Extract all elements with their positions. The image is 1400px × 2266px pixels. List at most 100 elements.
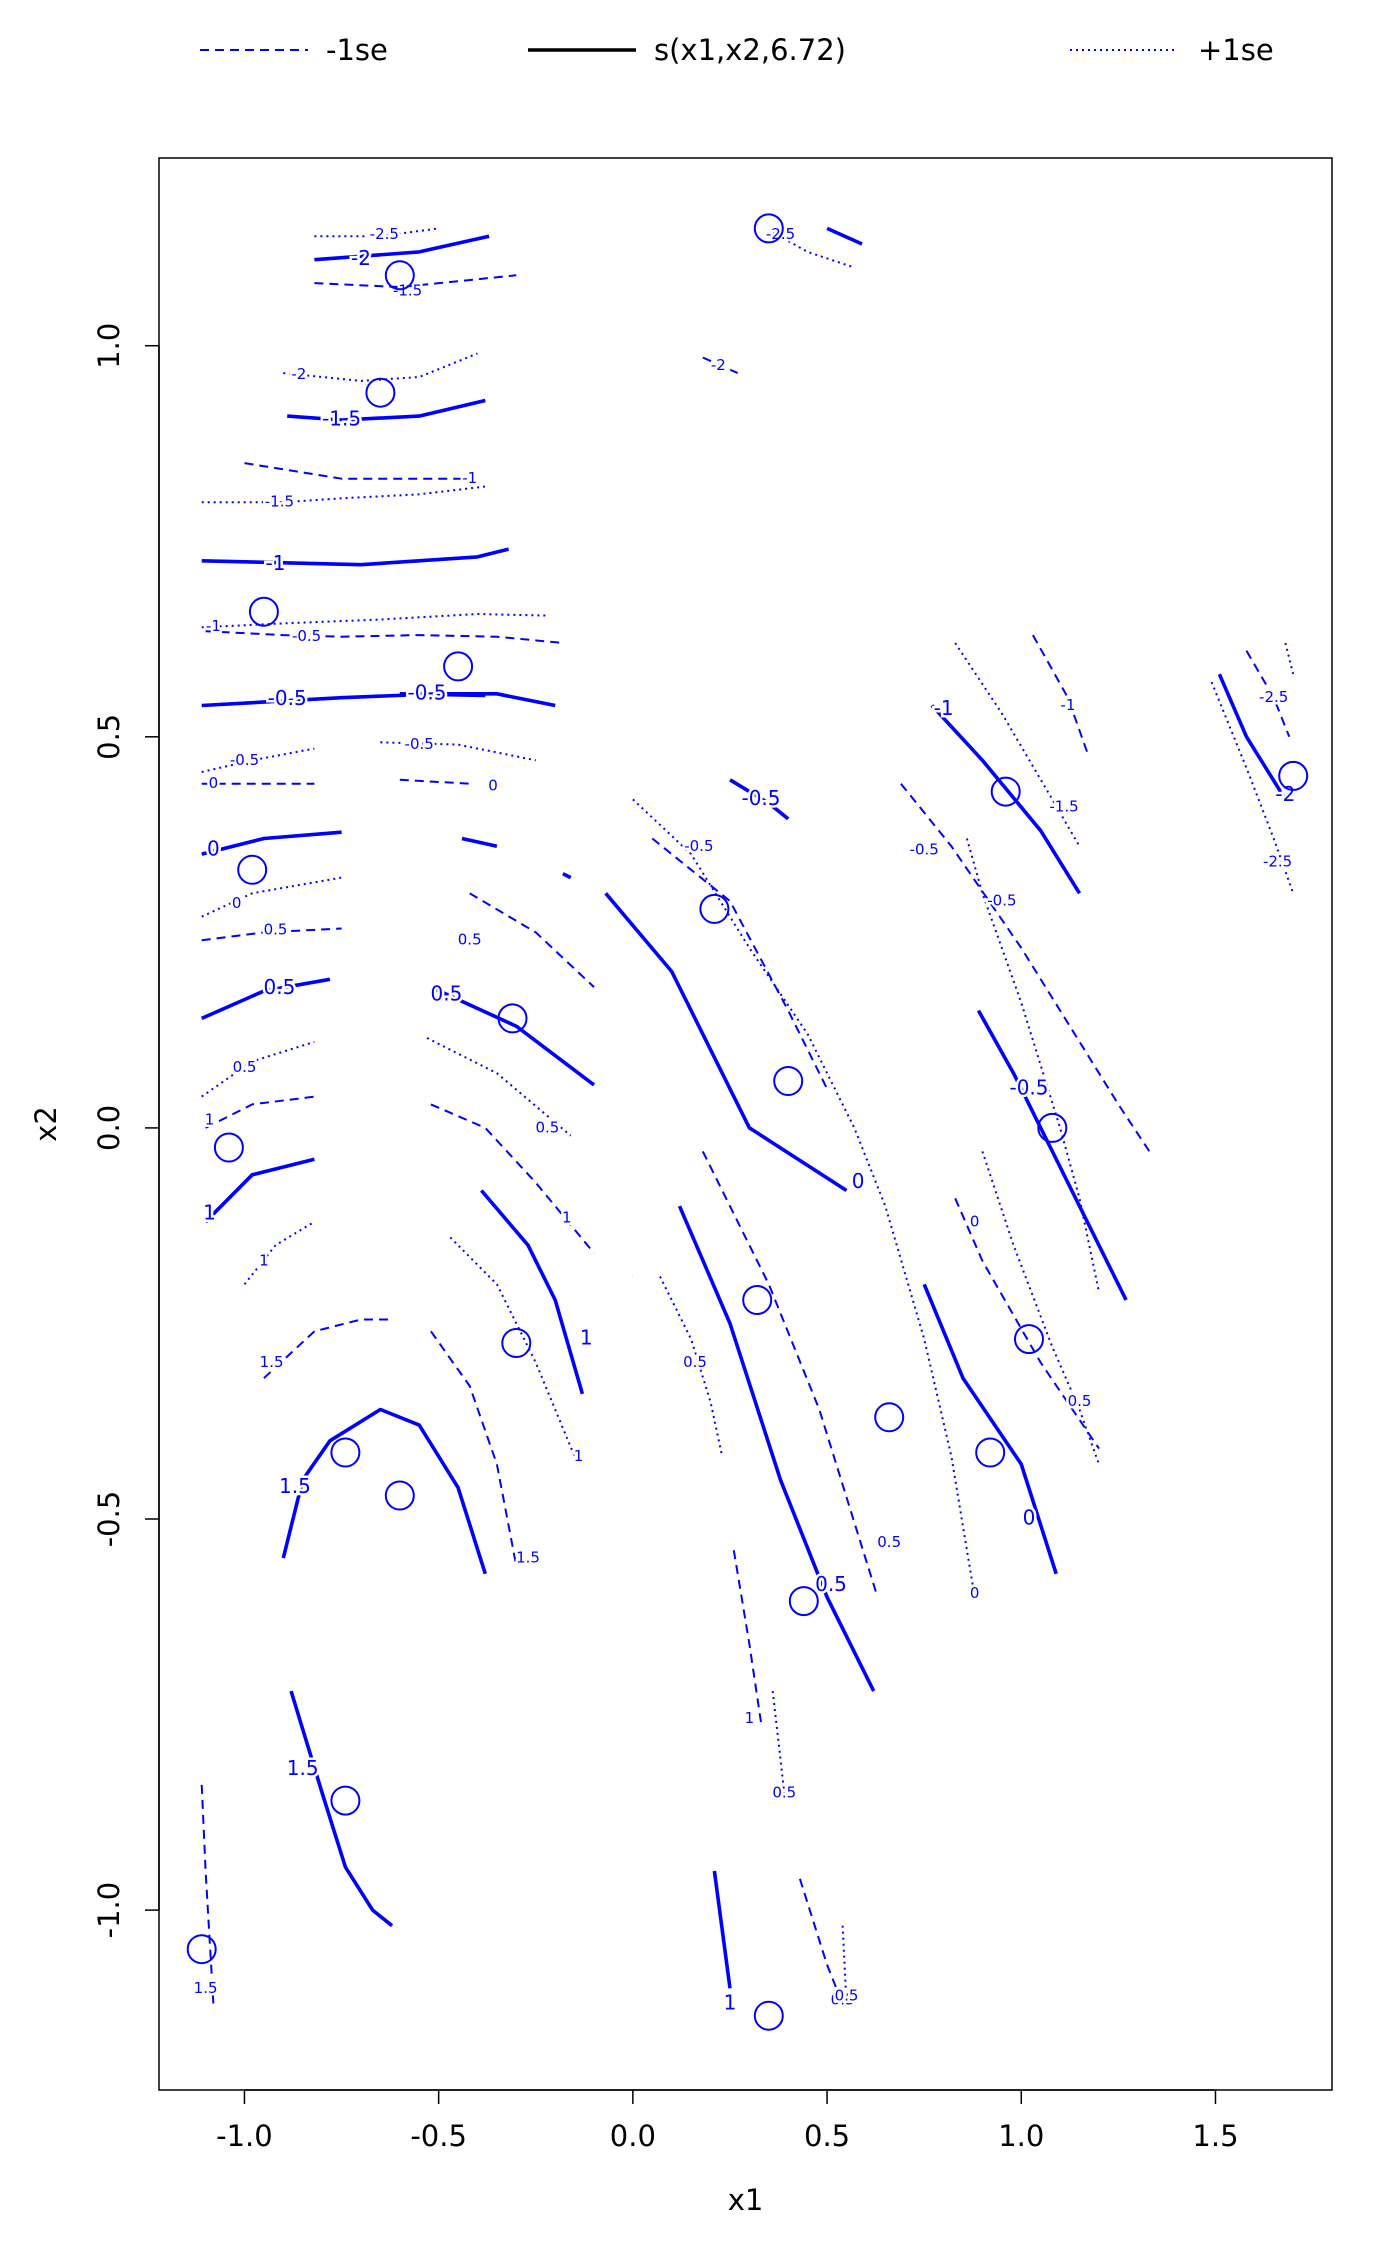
contour-label: 1 — [580, 1326, 593, 1350]
contour-label: 1 — [574, 1447, 584, 1465]
data-point — [742, 1285, 773, 1315]
contour-solid-m0p5-4 — [201, 692, 556, 708]
contour-label: 0.5 — [831, 1991, 855, 2009]
contour-dotted-m0p5-50 — [380, 741, 536, 762]
contour-dashed-1p5-30 — [263, 1318, 392, 1379]
contour-label: 0 — [1023, 1506, 1036, 1530]
data-point — [874, 1402, 905, 1433]
contour-label: -1 — [266, 551, 286, 575]
x-tick-label: -0.5 — [410, 2119, 467, 2153]
contour-label: 0.5 — [815, 1572, 847, 1596]
contour-solid-m0p5-19 — [976, 1009, 1128, 1301]
contour-label: -1 — [1060, 696, 1075, 714]
contour-label: -2 — [351, 246, 371, 270]
contour-dashed-0p5-33 — [469, 892, 595, 988]
contour-label: -2 — [711, 356, 726, 374]
contour-dotted-m2-46 — [283, 352, 478, 382]
contour-solid-1p5-11 — [281, 1407, 488, 1575]
contour-label: 1 — [724, 1991, 737, 2015]
contour-dotted-1-55 — [449, 1236, 576, 1457]
contour-label: -0.5 — [405, 735, 434, 753]
data-point — [330, 1785, 361, 1816]
contour-dotted-0p5-63 — [981, 1151, 1100, 1465]
contour-label: 0.5 — [835, 1987, 859, 2005]
contour-label: -0.5 — [910, 841, 939, 859]
contour-dashed-m1-40 — [1032, 634, 1089, 753]
y-axis-label: x2 — [29, 1106, 63, 1142]
contour-dotted-0-51 — [201, 876, 342, 918]
contour-label: -1.5 — [393, 282, 422, 300]
contour-label: 1.5 — [260, 1353, 284, 1371]
contour-label: 0.5 — [683, 1353, 707, 1371]
contour-dashed-0p5-28 — [201, 927, 342, 942]
contour-solid-0-6 — [201, 830, 342, 856]
contour-label: -0.5 — [1009, 1075, 1048, 1099]
contour-solid-m1-3 — [201, 547, 510, 567]
contour-label: -0.5 — [407, 680, 446, 704]
contour-label: -0.5 — [230, 751, 259, 769]
y-tick-label: -0.5 — [92, 1491, 126, 1548]
contour-label: -2.5 — [1263, 853, 1292, 871]
contour-label: -1.5 — [1049, 798, 1078, 816]
contour-label: 0 — [852, 1169, 865, 1193]
legend-label: s(x1,x2,6.72) — [654, 33, 846, 67]
data-point — [773, 1066, 804, 1096]
contour-solid-1-10 — [480, 1189, 585, 1395]
contour-label: -2 — [291, 365, 306, 383]
contour-label: -0.5 — [684, 837, 713, 855]
contour-dashed-m1-24 — [244, 462, 470, 480]
contour-dashed-1-29 — [205, 1095, 315, 1129]
contour-solid-0p5-7 — [200, 977, 331, 1021]
contour-label: 1 — [745, 1709, 755, 1727]
contour-dashed-m2p5-43 — [1245, 650, 1291, 738]
data-point — [384, 260, 415, 291]
contour-dashed-0-42 — [954, 1197, 1100, 1450]
contour-label: 1 — [259, 1251, 269, 1269]
contour-label: 0 — [488, 777, 498, 795]
contour-label: 0 — [970, 1584, 980, 1602]
data-point — [1014, 1324, 1044, 1355]
y-tick-label: 0.5 — [92, 714, 126, 760]
contour-dashed-m0p5-36 — [651, 837, 828, 1090]
contour-dotted-m1p5-47 — [201, 485, 486, 504]
contour-dotted-m2p5-45 — [772, 231, 855, 269]
legend-label: +1se — [1198, 33, 1274, 67]
contour-dashed-0-27 — [399, 778, 470, 785]
contour-label: -1 — [206, 617, 221, 635]
data-point — [753, 213, 784, 244]
contour-labels: -2 -1.5 -1 -0.5 -0.5 0 0.5 1 0.5 1 1.5 1.5 -0.5 0 0.5 -… — [191, 223, 1298, 2017]
x-tick-label: 1.5 — [1192, 2119, 1238, 2153]
data-point — [330, 1437, 361, 1468]
data-point — [699, 893, 730, 924]
y-tick-label: 0.0 — [92, 1105, 126, 1151]
contour-dashed-m2-35 — [702, 356, 739, 375]
contour-label: -0.5 — [987, 892, 1016, 910]
contour-dashed-0p5-37 — [701, 1150, 879, 1598]
contour-dotted-m1p5-61 — [954, 642, 1081, 847]
contour-label: 0 — [970, 1212, 980, 1230]
data-point — [1278, 760, 1309, 791]
legend: -1se s(x1,x2,6.72) +1se — [200, 33, 1274, 67]
contour-label: -2.5 — [1259, 688, 1288, 706]
contour-dotted-0-56 — [632, 798, 976, 1598]
contour-label: 0.5 — [264, 921, 288, 939]
contour-label: -1 — [934, 696, 954, 720]
contour-dashed-1p5-32 — [200, 1784, 215, 2005]
contour-solid-1-8 — [204, 1157, 315, 1224]
data-point — [501, 1328, 532, 1358]
contour-dotted-0p5-59 — [771, 1690, 786, 1793]
contour-solid-1-22 — [712, 1870, 732, 1989]
contour-solid-unlabeled-1 — [826, 226, 863, 246]
contour-label: 1 — [562, 1208, 572, 1226]
contour-solid-unlabeled-13 — [461, 836, 498, 849]
contour-label: 1 — [205, 1111, 215, 1129]
contour-label: 1.5 — [516, 1549, 540, 1567]
contour-label: -1.5 — [322, 407, 361, 431]
data-point — [975, 1437, 1006, 1468]
data-point — [753, 2000, 784, 2031]
contour-dashed-m0p5-25 — [205, 630, 563, 644]
data-point — [443, 651, 474, 682]
contour-label: 1.5 — [194, 1979, 218, 1997]
contour-dotted-m2p5-65 — [1284, 642, 1295, 675]
